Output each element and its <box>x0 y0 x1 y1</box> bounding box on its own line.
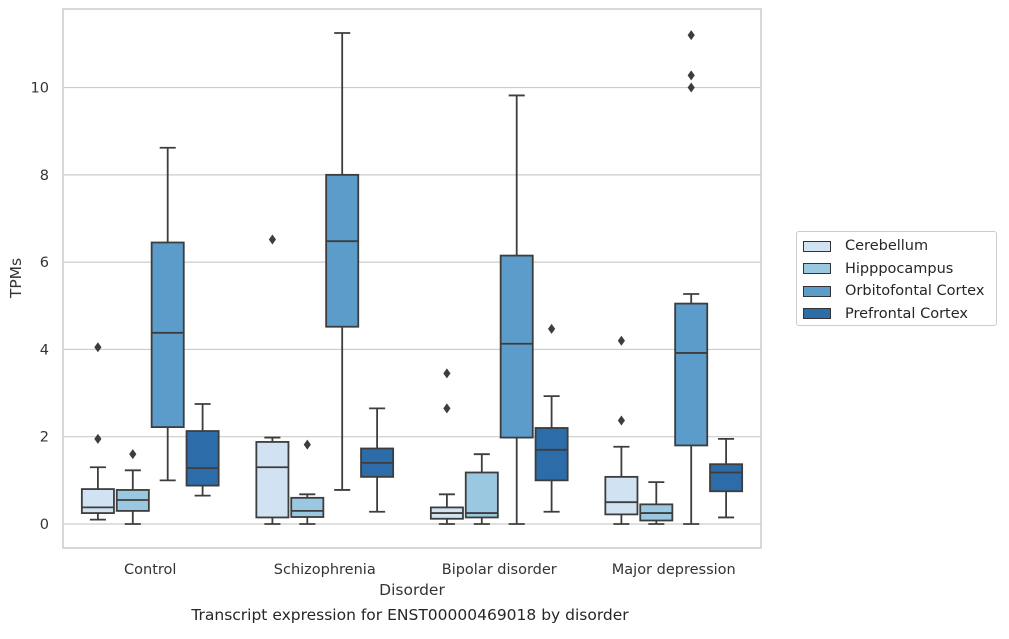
y-axis-label: TPMs <box>7 258 25 299</box>
x-tick-label: Major depression <box>612 562 736 578</box>
box-body <box>255 441 290 519</box>
box-body <box>325 173 360 328</box>
box-plot <box>499 94 534 525</box>
legend: Cerebellum Hipppocampus Orbitofontal Corte… <box>796 231 997 326</box>
legend-label: Cerebellum <box>845 238 929 255</box>
outlier-marker <box>687 70 695 81</box>
figure-caption: Transcript expression for ENST0000046901… <box>191 606 629 624</box>
legend-label: Prefrontal Cortex <box>845 305 968 322</box>
outlier-marker <box>129 449 137 460</box>
box-plot <box>150 146 185 482</box>
legend-label: Hipppocampus <box>845 260 954 277</box>
box-plot <box>115 449 150 525</box>
box-body <box>674 302 709 447</box>
box-plot <box>80 342 115 521</box>
outlier-marker <box>268 234 276 245</box>
plot-frame <box>62 8 762 549</box>
legend-swatch <box>803 285 831 297</box>
box-body <box>185 430 220 487</box>
box-plot <box>464 453 499 525</box>
box-plot <box>709 437 744 519</box>
outlier-marker <box>443 403 451 414</box>
y-tick-label: 0 <box>40 517 49 533</box>
box-body <box>290 496 325 518</box>
y-tick-label: 2 <box>40 430 49 446</box>
legend-swatch <box>803 263 831 275</box>
box-plot <box>604 335 639 525</box>
legend-item: Prefrontal Cortex <box>797 303 996 326</box>
legend-item: Cerebellum <box>797 235 996 258</box>
legend-swatch <box>803 240 831 252</box>
legend-swatch <box>803 308 831 320</box>
outlier-marker <box>548 323 556 334</box>
legend-label: Orbitofontal Cortex <box>845 283 985 300</box>
tick-layer: 0 2 4 6 8 10 Control Schizophrenia Bipolar disor… <box>31 81 736 578</box>
box-layer <box>80 30 744 525</box>
outlier-marker <box>617 335 625 346</box>
legend-item: Hipppocampus <box>797 258 996 281</box>
box-body <box>499 254 534 439</box>
box-body <box>80 488 115 514</box>
box-plot <box>534 323 569 513</box>
box-plot <box>639 481 674 525</box>
y-tick-label: 10 <box>31 81 49 97</box>
outlier-marker <box>303 439 311 450</box>
box-plot <box>360 407 395 513</box>
box-plot <box>429 368 464 525</box>
y-tick-label: 6 <box>40 255 49 271</box>
outlier-marker <box>617 415 625 426</box>
x-tick-label: Control <box>124 562 176 578</box>
x-axis-label: Disorder <box>379 581 445 599</box>
outlier-marker <box>687 82 695 93</box>
box-plot <box>674 30 709 525</box>
outlier-marker <box>443 368 451 379</box>
outlier-marker <box>94 433 102 444</box>
x-tick-label: Schizophrenia <box>274 562 376 578</box>
x-tick-label: Bipolar disorder <box>442 562 557 578</box>
box-plot <box>290 439 325 525</box>
box-body <box>534 427 569 482</box>
box-body <box>604 475 639 516</box>
box-plot <box>185 403 220 497</box>
outlier-marker <box>687 30 695 41</box>
y-tick-label: 4 <box>40 342 49 358</box>
box-plot <box>325 32 360 491</box>
box-plot <box>255 234 290 525</box>
y-tick-label: 8 <box>40 168 49 184</box>
legend-item: Orbitofontal Cortex <box>797 280 996 303</box>
box-body <box>464 471 499 519</box>
outlier-marker <box>94 342 102 353</box>
box-body <box>150 241 185 429</box>
box-body <box>709 463 744 493</box>
